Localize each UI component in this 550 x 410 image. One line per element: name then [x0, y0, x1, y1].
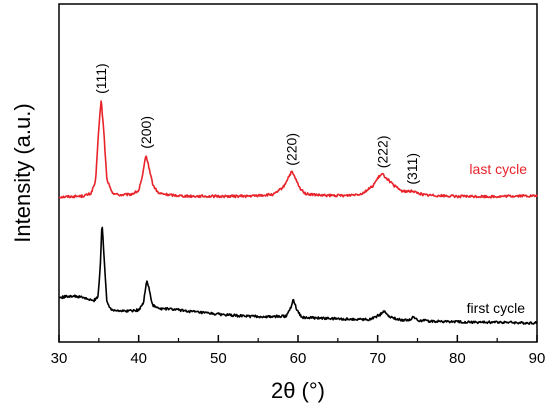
- series-line-first-cycle: [58, 226, 538, 325]
- x-tick-label-60: 60: [290, 350, 307, 367]
- x-tick-label-90: 90: [529, 350, 546, 367]
- peak-label-222: (222): [374, 136, 390, 169]
- series-labels: last cycle first cycle: [467, 161, 528, 316]
- series-label-first-cycle: first cycle: [467, 300, 526, 316]
- y-axis-title: Intensity (a.u.): [10, 103, 35, 242]
- peak-label-311: (311): [404, 153, 420, 185]
- x-tick-label-80: 80: [449, 350, 466, 367]
- series-layer: [58, 100, 538, 325]
- peak-label-111: (111): [93, 63, 109, 94]
- peak-label-220: (220): [284, 133, 300, 166]
- peak-label-200: (200): [138, 116, 154, 149]
- x-axis-title: 2θ (°): [271, 378, 325, 403]
- x-tick-label-40: 40: [130, 350, 147, 367]
- peak-annotations: (111) (200) (220) (222) (311): [93, 63, 420, 184]
- x-tick-label-70: 70: [369, 350, 386, 367]
- x-axis-ticks: [58, 335, 538, 342]
- series-line-last-cycle: [58, 100, 538, 199]
- x-tick-label-50: 50: [210, 350, 227, 367]
- series-label-last-cycle: last cycle: [469, 161, 527, 177]
- x-axis-tick-labels: 30 40 50 60 70 80 90: [51, 350, 546, 367]
- plot-frame: [58, 3, 538, 343]
- x-tick-label-30: 30: [51, 350, 68, 367]
